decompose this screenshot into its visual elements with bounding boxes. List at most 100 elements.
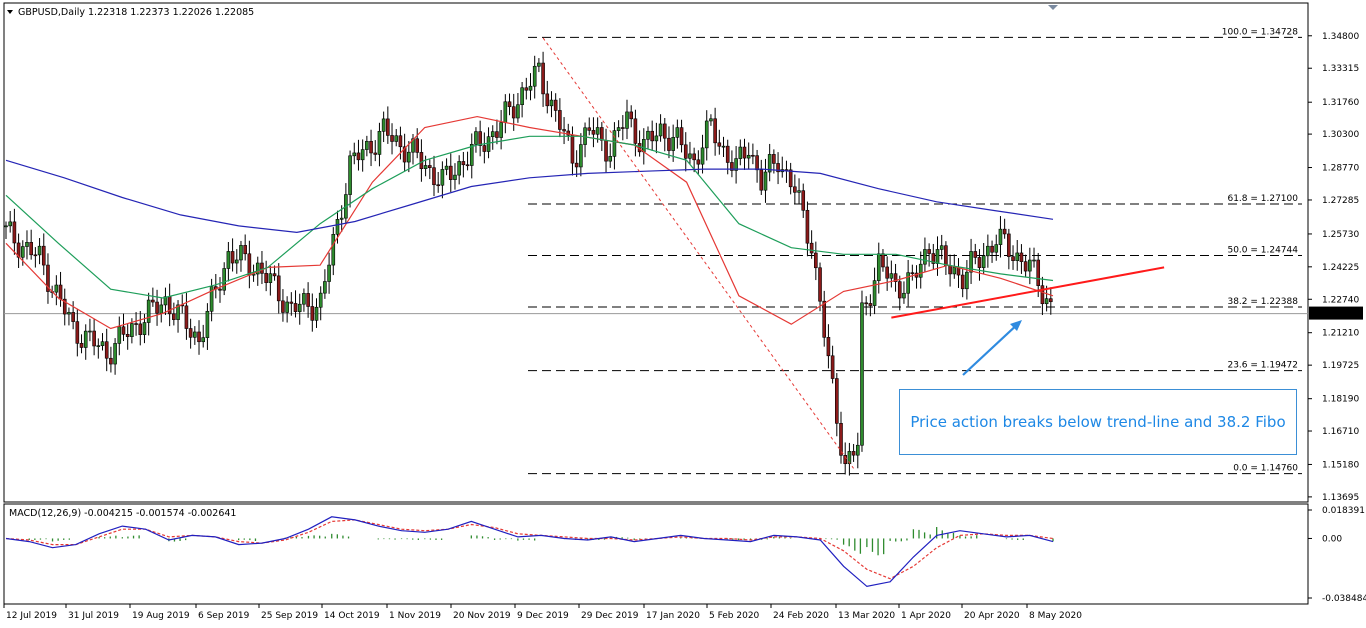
- candle-body: [327, 264, 331, 282]
- candle-body: [121, 326, 126, 335]
- candle-body: [524, 87, 529, 91]
- candle-body: [939, 245, 944, 250]
- macd-histogram: [28, 527, 1054, 556]
- fib-level-label: 23.6 = 1.19472: [1227, 361, 1298, 371]
- candle-body: [562, 129, 566, 132]
- candle-body: [8, 221, 12, 227]
- candle-body: [994, 244, 999, 253]
- candle-body: [151, 299, 155, 303]
- price-tick-label: 1.30300: [1322, 130, 1359, 140]
- candle-body: [566, 130, 571, 136]
- current-price-badge: [1309, 306, 1363, 320]
- candle-body: [977, 257, 982, 268]
- candle-body: [142, 322, 147, 335]
- macd-tick-label: -0.038484: [1322, 594, 1366, 604]
- candle-body: [742, 146, 747, 159]
- ma-slow-line: [5, 159, 1054, 234]
- candle-body: [918, 263, 923, 278]
- candle-body: [717, 142, 722, 147]
- time-tick-label: 5 Feb 2020: [709, 611, 760, 621]
- macd-tick-label: 0.018391: [1322, 506, 1365, 516]
- candle-body: [549, 99, 554, 107]
- candle-body: [1028, 259, 1032, 272]
- candle-body: [851, 451, 856, 456]
- candle-body: [465, 164, 470, 167]
- candle-body: [33, 254, 38, 257]
- candle-body: [511, 106, 516, 119]
- candle-body: [960, 274, 965, 290]
- candle-body: [159, 304, 164, 314]
- candle-body: [793, 186, 797, 193]
- price-tick-label: 1.16710: [1322, 427, 1359, 437]
- candle-body: [654, 135, 659, 142]
- candle-body: [662, 123, 667, 139]
- candle-body: [532, 65, 537, 87]
- candle-body: [1049, 298, 1053, 303]
- candle-body: [1002, 228, 1007, 235]
- candle-body: [671, 137, 675, 151]
- candle-body: [889, 273, 894, 279]
- candle-body: [402, 146, 407, 163]
- candle-body: [264, 273, 268, 283]
- candle-body: [746, 154, 751, 159]
- candle-body: [579, 144, 583, 168]
- candle-body: [234, 259, 239, 264]
- candle-body: [88, 330, 92, 333]
- candle-body: [469, 143, 474, 166]
- candle-body: [998, 228, 1003, 245]
- candle-body: [184, 305, 189, 329]
- ohlc-values: 1.22318 1.22373 1.22026 1.22085: [88, 7, 254, 18]
- candle-body: [448, 165, 453, 180]
- candle-body: [805, 209, 810, 244]
- candle-body: [738, 146, 743, 159]
- candle-body: [176, 304, 180, 320]
- time-tick-label: 13 Mar 2020: [838, 611, 895, 621]
- candle-body: [12, 221, 17, 244]
- candle-body: [713, 118, 717, 144]
- candle-body: [969, 251, 973, 273]
- candle-body: [209, 286, 214, 312]
- candle-body: [25, 242, 29, 247]
- candle-body: [923, 249, 927, 265]
- candle-body: [398, 135, 403, 148]
- candle-body: [541, 62, 545, 95]
- candle-body: [323, 281, 327, 294]
- time-tick-label: 20 Nov 2019: [453, 611, 511, 621]
- candle-body: [897, 281, 902, 299]
- candle-body: [411, 138, 415, 153]
- candle-body: [297, 303, 302, 312]
- candle-body: [696, 159, 701, 165]
- candle-body: [981, 255, 986, 268]
- candle-body: [415, 138, 420, 153]
- time-tick-label: 25 Sep 2019: [261, 611, 318, 621]
- fib-level-label: 38.2 = 1.22388: [1227, 297, 1298, 307]
- candle-body: [574, 162, 579, 168]
- candle-body: [973, 251, 978, 258]
- time-tick-label: 9 Dec 2019: [517, 611, 569, 621]
- candle-body: [553, 99, 558, 111]
- candle-body: [679, 127, 684, 146]
- candle-body: [490, 131, 495, 137]
- candle-body: [222, 268, 226, 291]
- candle-body: [436, 184, 440, 187]
- candle-body: [612, 130, 617, 157]
- candle-body: [990, 245, 994, 253]
- fib-level-label: 100.0 = 1.34728: [1222, 27, 1299, 37]
- current-price-label: 1.22085: [1322, 310, 1359, 320]
- price-panel-frame: [3, 2, 1309, 503]
- candle-body: [843, 455, 848, 465]
- candle-body: [1040, 285, 1045, 305]
- price-tick-label: 1.24225: [1322, 263, 1359, 273]
- candle-body: [600, 127, 604, 141]
- candle-body: [1036, 259, 1041, 286]
- candle-body: [1044, 298, 1049, 305]
- candle-body: [860, 302, 864, 446]
- candle-body: [558, 110, 562, 130]
- candle-body: [67, 312, 71, 315]
- candle-body: [255, 262, 260, 275]
- candle-body: [138, 323, 143, 335]
- candle-body: [797, 190, 801, 193]
- candle-body: [767, 154, 772, 173]
- candle-body: [486, 136, 491, 152]
